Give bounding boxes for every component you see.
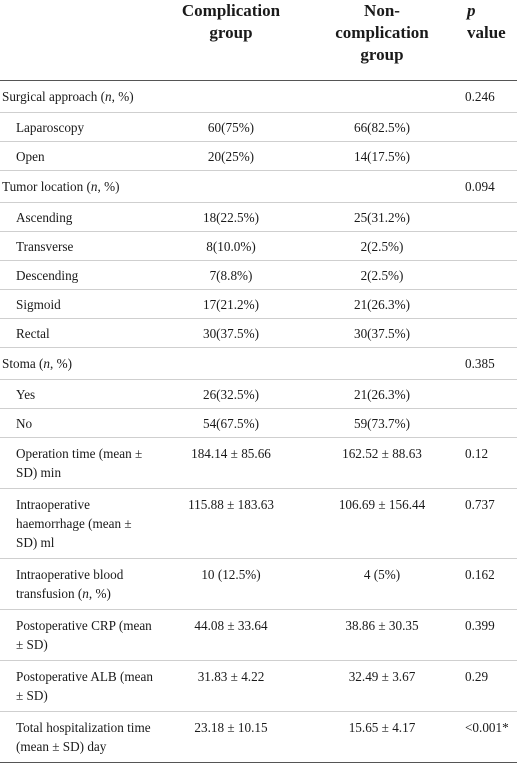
cell-non-complication: 15.65 ± 4.17 — [348, 720, 416, 735]
cell-non-complication: 21(26.3%) — [353, 387, 411, 402]
table-row-hospitalization-time: Total hospitalization time (mean ± SD) d… — [0, 711, 517, 763]
table-row-laparoscopy: Laparoscopy 60(75%) 66(82.5%) — [0, 112, 517, 142]
cell-non-complication: 38.86 ± 30.35 — [345, 618, 419, 633]
table-row-ascending: Ascending 18(22.5%) 25(31.2%) — [0, 202, 517, 232]
row-label: No — [16, 416, 33, 431]
cell-complication: 10 (12.5%) — [201, 567, 261, 582]
row-label: Descending — [16, 268, 79, 283]
cell-complication: 18(22.5%) — [202, 210, 260, 225]
cell-complication: 31.83 ± 4.22 — [197, 669, 265, 684]
cell-complication: 115.88 ± 183.63 — [188, 497, 274, 512]
row-label: Sigmoid — [16, 297, 61, 312]
cell-non-complication: 106.69 ± 156.44 — [338, 497, 426, 512]
cell-non-complication: 66(82.5%) — [353, 120, 411, 135]
header-variable — [0, 0, 155, 81]
cell-non-complication: 14(17.5%) — [353, 149, 411, 164]
cell-p-value: 0.399 — [465, 618, 495, 633]
cell-non-complication: 30(37.5%) — [353, 326, 411, 341]
table-row-stoma-no: No 54(67.5%) 59(73.7%) — [0, 408, 517, 438]
cell-complication: 26(32.5%) — [202, 387, 260, 402]
cell-p-value — [457, 203, 517, 232]
cell-non-complication: 2(2.5%) — [360, 239, 404, 254]
row-label: Stoma (n, %) — [2, 356, 72, 371]
row-label: Total hospitalization time (mean ± SD) d… — [16, 720, 151, 754]
cell-p-value: 0.12 — [465, 446, 489, 461]
cell-p-value — [457, 113, 517, 142]
row-label: Rectal — [16, 326, 50, 341]
cell-p-value — [457, 380, 517, 409]
cell-non-complication: 162.52 ± 88.63 — [342, 446, 422, 461]
cell-non-complication: 25(31.2%) — [353, 210, 411, 225]
table-row-open: Open 20(25%) 14(17.5%) — [0, 141, 517, 171]
table-row-operation-time: Operation time (mean ± SD) min 184.14 ± … — [0, 437, 517, 489]
cell-complication — [155, 81, 307, 113]
row-label: Surgical approach (n, %) — [2, 89, 134, 104]
header-complication-group: Complication group — [181, 1, 281, 42]
cell-complication: 23.18 ± 10.15 — [194, 720, 268, 735]
cell-p-value — [457, 261, 517, 290]
table-row-stoma-yes: Yes 26(32.5%) 21(26.3%) — [0, 379, 517, 409]
cell-p-value — [457, 409, 517, 438]
cell-complication — [155, 348, 307, 380]
row-label: Open — [16, 149, 45, 164]
table-row-descending: Descending 7(8.8%) 2(2.5%) — [0, 260, 517, 290]
row-label: Transverse — [16, 239, 74, 254]
cell-p-value: 0.737 — [465, 497, 495, 512]
row-label: Ascending — [16, 210, 73, 225]
header-p-value: p value — [467, 1, 506, 42]
cell-p-value — [457, 142, 517, 171]
table-row-stoma: Stoma (n, %) 0.385 — [0, 347, 517, 380]
row-label: Intraoperative blood transfusion (n, %) — [16, 567, 124, 601]
cell-complication: 8(10.0%) — [206, 239, 256, 254]
cell-complication: 30(37.5%) — [202, 326, 260, 341]
cell-non-complication: 4 (5%) — [363, 567, 401, 582]
cell-non-complication — [307, 81, 457, 113]
cell-complication: 20(25%) — [207, 149, 255, 164]
table-row-transverse: Transverse 8(10.0%) 2(2.5%) — [0, 231, 517, 261]
table-row-alb: Postoperative ALB (mean ± SD) 31.83 ± 4.… — [0, 660, 517, 712]
row-label: Yes — [16, 387, 36, 402]
cell-complication: 7(8.8%) — [209, 268, 253, 283]
row-label: Postoperative CRP (mean ± SD) — [16, 618, 152, 652]
table-row-haemorrhage: Intraoperative haemorrhage (mean ± SD) m… — [0, 488, 517, 559]
table-row-rectal: Rectal 30(37.5%) 30(37.5%) — [0, 318, 517, 348]
cell-non-complication: 2(2.5%) — [360, 268, 404, 283]
cell-non-complication — [307, 348, 457, 380]
header-non-complication-group: Non- complication group — [335, 1, 429, 64]
table-row-sigmoid: Sigmoid 17(21.2%) 21(26.3%) — [0, 289, 517, 319]
cell-complication: 54(67.5%) — [202, 416, 260, 431]
table-row-surgical-approach: Surgical approach (n, %) 0.246 — [0, 81, 517, 113]
table-header-row: Complication group Non- complication gro… — [0, 0, 517, 81]
cell-p-value: 0.246 — [465, 89, 495, 104]
cell-p-value: 0.162 — [465, 567, 495, 582]
cell-complication — [155, 171, 307, 203]
cell-complication: 17(21.2%) — [202, 297, 260, 312]
row-label: Operation time (mean ± SD) min — [16, 446, 143, 480]
cell-p-value — [457, 319, 517, 348]
cell-p-value — [457, 290, 517, 319]
cell-complication: 44.08 ± 33.64 — [194, 618, 268, 633]
cell-p-value: 0.094 — [465, 179, 495, 194]
row-label: Tumor location (n, %) — [2, 179, 120, 194]
cell-p-value: 0.29 — [465, 669, 489, 684]
table-row-crp: Postoperative CRP (mean ± SD) 44.08 ± 33… — [0, 609, 517, 661]
row-label: Postoperative ALB (mean ± SD) — [16, 669, 153, 703]
table-row-blood-transfusion: Intraoperative blood transfusion (n, %) … — [0, 558, 517, 610]
row-label: Intraoperative haemorrhage (mean ± SD) m… — [16, 497, 132, 550]
table-row-tumor-location: Tumor location (n, %) 0.094 — [0, 170, 517, 203]
row-label: Laparoscopy — [16, 120, 85, 135]
cell-non-complication: 59(73.7%) — [353, 416, 411, 431]
cell-complication: 184.14 ± 85.66 — [191, 446, 271, 461]
cell-p-value: <0.001* — [465, 720, 509, 735]
cell-p-value: 0.385 — [465, 356, 495, 371]
cell-non-complication — [307, 171, 457, 203]
cell-complication: 60(75%) — [207, 120, 255, 135]
cell-p-value — [457, 232, 517, 261]
cell-non-complication: 21(26.3%) — [353, 297, 411, 312]
cell-non-complication: 32.49 ± 3.67 — [348, 669, 416, 684]
